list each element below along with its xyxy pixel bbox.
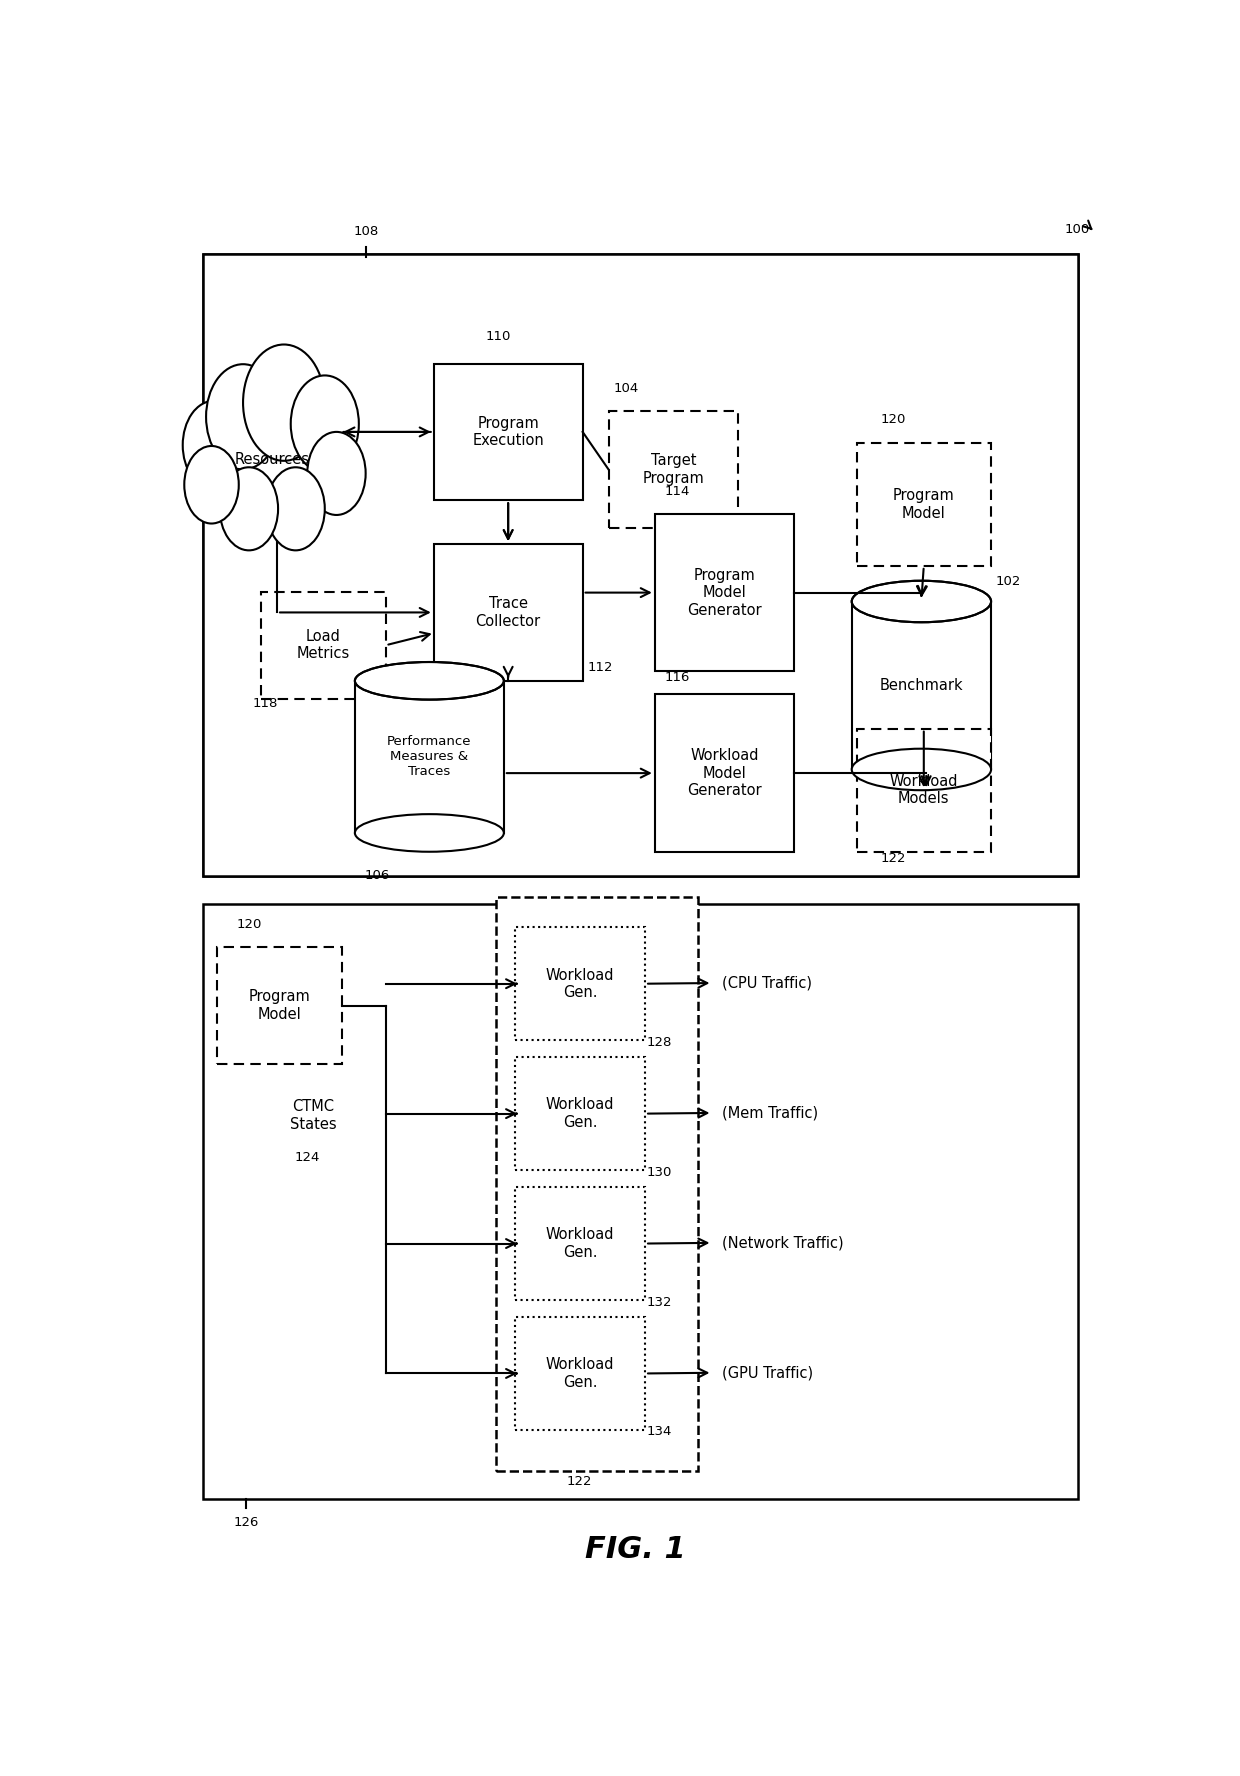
Text: Trace
Collector: Trace Collector (476, 597, 541, 629)
Text: 102: 102 (996, 575, 1022, 588)
Text: 128: 128 (647, 1035, 672, 1048)
FancyBboxPatch shape (857, 728, 991, 852)
Text: 132: 132 (647, 1295, 672, 1309)
Text: 110: 110 (486, 330, 511, 343)
Circle shape (206, 364, 280, 469)
Text: 106: 106 (365, 868, 389, 883)
Text: Workload
Gen.: Workload Gen. (546, 968, 615, 1000)
FancyBboxPatch shape (516, 927, 645, 1041)
Text: (Network Traffic): (Network Traffic) (722, 1236, 843, 1250)
Text: Resources: Resources (234, 451, 310, 467)
Text: (GPU Traffic): (GPU Traffic) (722, 1366, 813, 1380)
Text: Load
Metrics: Load Metrics (296, 629, 350, 661)
Text: 104: 104 (614, 382, 639, 394)
Text: (CPU Traffic): (CPU Traffic) (722, 975, 812, 991)
FancyBboxPatch shape (516, 1186, 645, 1300)
Text: 134: 134 (647, 1426, 672, 1439)
Polygon shape (852, 602, 991, 769)
Text: 130: 130 (647, 1165, 672, 1179)
Text: Workload
Models: Workload Models (889, 774, 959, 806)
Text: 118: 118 (253, 696, 279, 710)
Text: Workload
Model
Generator: Workload Model Generator (687, 748, 761, 797)
Text: 114: 114 (665, 485, 689, 497)
Text: Workload
Gen.: Workload Gen. (546, 1227, 615, 1259)
Text: 126: 126 (233, 1517, 259, 1529)
Text: Program
Model
Generator: Program Model Generator (687, 568, 761, 618)
Ellipse shape (355, 813, 503, 852)
FancyBboxPatch shape (203, 254, 1078, 876)
Polygon shape (355, 680, 503, 833)
Text: Workload
Gen.: Workload Gen. (546, 1098, 615, 1130)
Text: 122: 122 (880, 852, 906, 865)
Text: (Mem Traffic): (Mem Traffic) (722, 1105, 818, 1121)
Ellipse shape (853, 583, 990, 622)
Circle shape (243, 345, 325, 460)
Text: Program
Model: Program Model (893, 488, 955, 520)
Text: Benchmark: Benchmark (879, 678, 963, 693)
Text: 122: 122 (567, 1474, 593, 1488)
Text: Performance
Measures &
Traces: Performance Measures & Traces (387, 735, 471, 778)
Text: 116: 116 (665, 671, 689, 684)
FancyBboxPatch shape (609, 412, 738, 527)
FancyBboxPatch shape (434, 543, 583, 680)
FancyBboxPatch shape (203, 254, 1078, 876)
FancyBboxPatch shape (857, 442, 991, 567)
FancyBboxPatch shape (217, 947, 342, 1064)
FancyBboxPatch shape (655, 694, 794, 852)
FancyBboxPatch shape (516, 1316, 645, 1430)
FancyBboxPatch shape (516, 1057, 645, 1170)
FancyBboxPatch shape (496, 897, 698, 1471)
FancyBboxPatch shape (260, 591, 386, 698)
Text: Program
Model: Program Model (249, 989, 311, 1021)
FancyBboxPatch shape (655, 513, 794, 671)
Circle shape (185, 446, 239, 524)
Text: FIG. 1: FIG. 1 (585, 1534, 686, 1563)
Text: 124: 124 (294, 1151, 320, 1163)
FancyBboxPatch shape (434, 364, 583, 501)
Text: Program
Execution: Program Execution (472, 416, 544, 448)
Text: 108: 108 (353, 226, 379, 238)
Text: 120: 120 (880, 414, 906, 426)
Text: 112: 112 (588, 661, 613, 673)
Text: 120: 120 (237, 918, 262, 931)
Ellipse shape (356, 664, 503, 698)
Circle shape (267, 467, 325, 551)
Text: Workload
Gen.: Workload Gen. (546, 1357, 615, 1389)
Circle shape (290, 375, 358, 472)
Circle shape (219, 467, 278, 551)
Ellipse shape (852, 749, 991, 790)
Ellipse shape (852, 581, 991, 622)
Circle shape (308, 432, 366, 515)
Text: Target
Program: Target Program (642, 453, 704, 485)
Circle shape (182, 401, 246, 490)
Ellipse shape (355, 662, 503, 700)
Text: 100: 100 (1065, 222, 1090, 236)
FancyBboxPatch shape (203, 904, 1078, 1499)
Text: CTMC
States: CTMC States (290, 1099, 337, 1131)
